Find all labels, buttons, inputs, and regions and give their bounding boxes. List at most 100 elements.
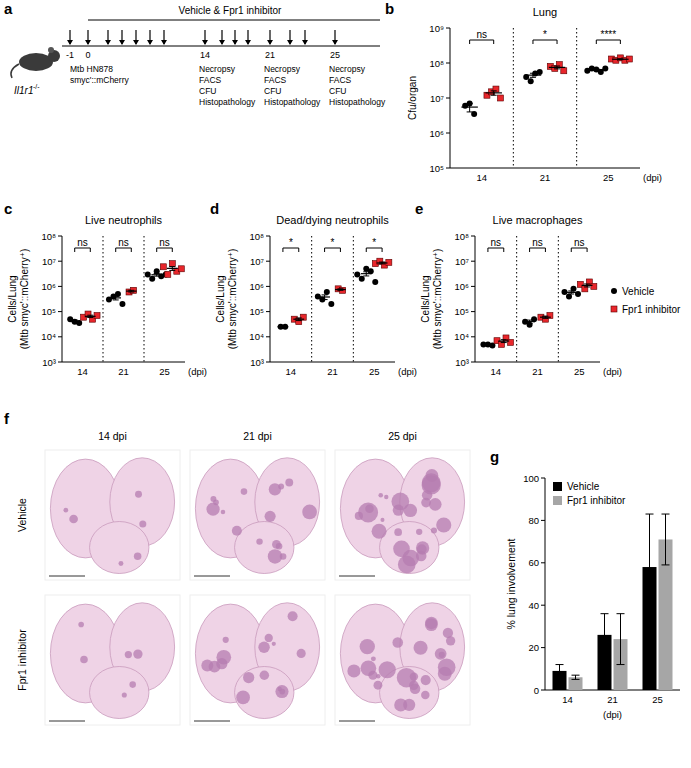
mouse-body — [19, 53, 53, 71]
x-axis-label: (dpi) — [603, 709, 622, 720]
error-cap — [467, 103, 473, 104]
error-cap — [72, 322, 78, 323]
lesion — [221, 510, 226, 515]
error-cap — [501, 342, 507, 343]
lesion — [410, 672, 418, 680]
y-tick-label: 10⁶ — [42, 281, 57, 292]
infection-label: Mtb HN878 — [70, 64, 113, 74]
panel-f: 14 dpi21 dpi25 dpiVehicleFpr1 inhibitor — [16, 430, 470, 725]
y-tick-label: 10³ — [455, 357, 469, 368]
lesion — [125, 651, 132, 658]
point — [359, 276, 365, 282]
histology-image — [45, 595, 180, 725]
lesion — [302, 505, 317, 520]
y-tick — [266, 362, 270, 363]
lesion — [446, 636, 455, 645]
mean-line — [278, 326, 289, 327]
mean-line — [498, 340, 509, 341]
legend-label: Vehicle — [622, 286, 655, 297]
x-axis — [270, 362, 395, 363]
lesion — [360, 639, 375, 654]
tissue-lobe — [90, 522, 149, 574]
point — [354, 271, 360, 277]
sig-bracket — [325, 248, 341, 252]
sig-bracket — [366, 248, 382, 252]
separator — [103, 236, 104, 362]
day-label: 0 — [85, 50, 90, 60]
y-tick-label: 10⁷ — [455, 256, 470, 267]
sig-bracket — [470, 40, 494, 44]
error-cap — [554, 68, 560, 69]
lesion — [371, 656, 376, 661]
x-tick-label: 25 — [369, 366, 380, 377]
panel-a: Il1r1-/-Vehicle & Fpr1 inhibitor-1014212… — [11, 5, 386, 107]
x-tick-label: 21 — [532, 366, 543, 377]
error-bar — [559, 665, 560, 678]
error-cap — [662, 514, 670, 515]
mean-line — [612, 59, 628, 60]
lesion — [241, 488, 248, 495]
readout: FACS — [199, 75, 222, 85]
error-cap — [530, 77, 536, 78]
y-tick — [471, 311, 475, 312]
histology-image — [335, 450, 470, 580]
lesion — [256, 538, 262, 544]
y-tick-label: 10⁶ — [250, 281, 265, 292]
lesion — [439, 652, 445, 658]
y-tick — [541, 520, 545, 521]
arrow-head — [119, 40, 125, 45]
y-axis — [62, 236, 63, 362]
day-label: 14 — [200, 50, 210, 60]
lesion — [272, 540, 281, 549]
error-cap — [646, 620, 654, 621]
x-axis — [62, 362, 185, 363]
y-tick — [446, 98, 450, 99]
image-frame — [45, 595, 180, 725]
histology-image — [190, 450, 325, 580]
x-axis-label: (dpi) — [603, 366, 622, 377]
point — [372, 279, 378, 285]
x-tick-label: 25 — [159, 366, 170, 377]
x-tick-label: 14 — [562, 694, 573, 705]
point — [386, 259, 392, 265]
y-tick-label: 10⁷ — [42, 256, 57, 267]
y-axis — [270, 236, 271, 362]
error-cap — [128, 291, 134, 292]
readout: Necropsy — [264, 64, 301, 74]
y-tick-label: 10⁵ — [41, 306, 56, 317]
x-tick-label: 14 — [286, 366, 297, 377]
mean-line — [549, 67, 565, 68]
mean-line — [69, 320, 80, 321]
lesion — [416, 529, 422, 535]
error-cap — [154, 276, 160, 277]
separator — [516, 236, 517, 362]
separator — [311, 236, 312, 362]
error-cap — [601, 613, 609, 614]
row-label: Vehicle — [16, 498, 28, 532]
separator — [513, 28, 514, 168]
lesion — [118, 561, 123, 566]
arrow-head — [105, 40, 111, 45]
error-cap — [280, 326, 286, 327]
mean-line — [540, 317, 551, 318]
error-cap — [491, 95, 497, 96]
x-tick-label: 21 — [118, 366, 129, 377]
error-cap — [584, 286, 590, 287]
error-cap — [617, 613, 625, 614]
scale-bar — [194, 576, 230, 577]
sig-label: ns — [491, 237, 502, 248]
readout: Histopathology — [199, 97, 256, 107]
y-tick — [266, 236, 270, 237]
error-cap — [556, 664, 564, 665]
arrow-head — [332, 40, 338, 45]
lesion — [347, 664, 360, 677]
sig-label: * — [372, 237, 376, 248]
legend-marker — [553, 482, 562, 491]
y-tick — [58, 311, 62, 312]
point — [528, 78, 534, 84]
y-tick — [58, 261, 62, 262]
error-cap — [113, 299, 119, 300]
readout: CFU — [329, 86, 346, 96]
y-tick — [541, 562, 545, 563]
y-tick-label: 10⁴ — [41, 331, 56, 342]
